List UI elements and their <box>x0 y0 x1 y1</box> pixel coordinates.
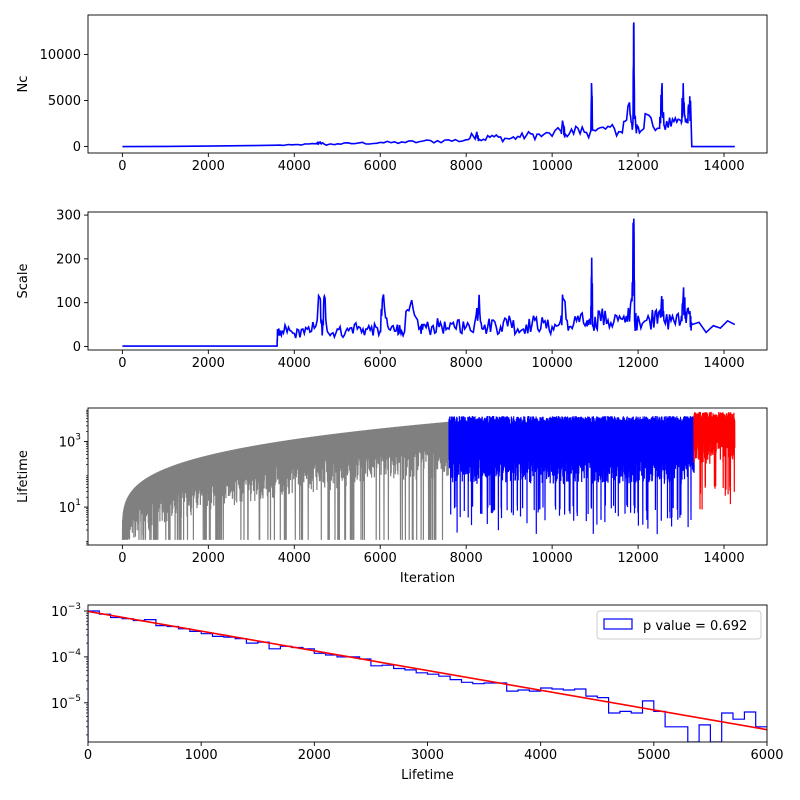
plot-area <box>88 610 767 742</box>
x-tick-label: 2000 <box>298 748 331 763</box>
x-tick-label: 8000 <box>450 551 483 566</box>
x-tick-label: 14000 <box>703 159 744 174</box>
x-tick-label: 12000 <box>617 551 658 566</box>
y-tick-label: 10−5 <box>51 693 81 711</box>
y-tick-label: 0 <box>73 140 81 155</box>
x-tick-label: 6000 <box>364 551 397 566</box>
y-tick-label: 100 <box>56 296 81 311</box>
x-axis-label: Lifetime <box>401 768 454 783</box>
x-tick-label: 0 <box>118 159 126 174</box>
x-tick-label: 6000 <box>364 356 397 371</box>
plot-area <box>122 218 736 347</box>
x-tick-label: 1000 <box>185 748 218 763</box>
legend: p value = 0.692 <box>596 610 762 640</box>
x-tick-label: 0 <box>84 748 92 763</box>
axes-frame <box>87 407 768 546</box>
x-axis-label: Iteration <box>400 571 455 586</box>
x-tick-label: 4000 <box>278 159 311 174</box>
x-tick-label: 2000 <box>192 356 225 371</box>
legend-swatch <box>603 618 633 630</box>
x-tick-label: 3000 <box>411 748 444 763</box>
y-tick-label: 0 <box>73 340 81 355</box>
x-tick-label: 6000 <box>364 159 397 174</box>
x-tick-label: 2000 <box>192 551 225 566</box>
legend-label: p value = 0.692 <box>643 619 747 634</box>
plot-area <box>121 411 736 540</box>
x-tick-label: 0 <box>118 356 126 371</box>
series-line-2 <box>448 415 695 535</box>
x-tick-label: 12000 <box>617 159 658 174</box>
fit-line <box>88 610 767 731</box>
y-axis-label: Scale <box>16 264 31 299</box>
y-tick-label: 5000 <box>48 94 81 109</box>
axes-frame <box>87 211 768 351</box>
histogram-steps <box>88 610 767 742</box>
y-tick-label: 101 <box>59 498 81 516</box>
series-line <box>122 22 735 148</box>
x-tick-label: 6000 <box>750 748 783 763</box>
panel-2: 0 2000 4000 6000 8000 10000 12000 14000 0 100 200 3… <box>16 209 768 371</box>
y-tick-label: 10−3 <box>51 601 81 619</box>
y-tick-label: 10−4 <box>51 647 81 665</box>
x-tick-label: 12000 <box>617 356 658 371</box>
x-tick-label: 0 <box>118 551 126 566</box>
y-tick-label: 300 <box>56 209 81 224</box>
x-tick-label: 4000 <box>524 748 557 763</box>
series-line-1 <box>121 421 450 540</box>
series-line-3 <box>693 411 736 510</box>
x-tick-label: 10000 <box>531 356 572 371</box>
x-tick-label: 4000 <box>278 551 311 566</box>
y-axis-label: Nc <box>16 76 31 93</box>
x-tick-label: 4000 <box>278 356 311 371</box>
legend-box <box>596 610 762 640</box>
x-tick-label: 10000 <box>531 551 572 566</box>
x-tick-label: 2000 <box>192 159 225 174</box>
x-tick-label: 8000 <box>450 356 483 371</box>
panel-1: 0 2000 4000 6000 8000 10000 12000 14000 0 5000 100… <box>16 14 768 174</box>
x-tick-label: 14000 <box>703 356 744 371</box>
x-tick-label: 14000 <box>703 551 744 566</box>
axes-frame <box>87 14 768 154</box>
series-line <box>122 218 736 347</box>
x-tick-label: 5000 <box>637 748 670 763</box>
y-tick-label: 103 <box>59 432 81 450</box>
y-tick-label: 200 <box>56 252 81 267</box>
panel-3: 0 2000 4000 6000 8000 10000 12000 14000 Iteratio… <box>16 407 768 586</box>
x-tick-label: 10000 <box>531 159 572 174</box>
panel-4: 0 1000 2000 3000 4000 5000 6000 Lifetime 10−5 10−… <box>51 601 783 783</box>
plot-area <box>122 22 735 148</box>
x-tick-label: 8000 <box>450 159 483 174</box>
y-tick-label: 10000 <box>40 48 81 63</box>
y-axis-label: Lifetime <box>16 450 31 503</box>
